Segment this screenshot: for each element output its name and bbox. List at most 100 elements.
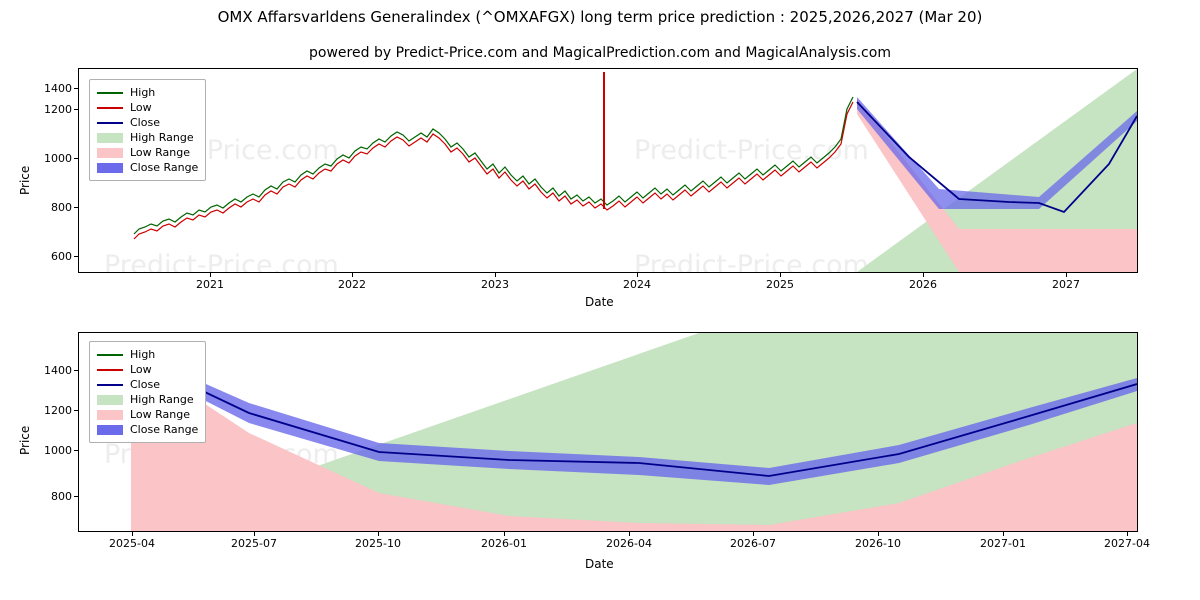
legend-item-high: High xyxy=(97,85,198,100)
bottom-xtick-2025-04: 2025-04 xyxy=(109,537,155,550)
legend-swatch-low xyxy=(97,364,123,375)
bottom-xtickmark-3 xyxy=(378,532,379,536)
bottom-ytickmark-1000 xyxy=(74,450,78,451)
legend-label-low-range: Low Range xyxy=(130,146,191,159)
legend-swatch-close-range xyxy=(97,424,123,435)
top-xtickmark-2025 xyxy=(780,273,781,277)
top-ytickmark-800 xyxy=(74,207,78,208)
chart-title: OMX Affarsvarldens Generalindex (^OMXAFG… xyxy=(217,8,983,26)
bottom-xtickmark-6 xyxy=(753,532,754,536)
legend-item-low: Low xyxy=(97,362,198,377)
bottom-xtick-2026-01: 2026-01 xyxy=(481,537,527,550)
legend-label-high: High xyxy=(130,348,156,361)
top-xtickmark-2023 xyxy=(495,273,496,277)
bottom-ytickmark-1200 xyxy=(74,410,78,411)
legend-item-high-range: High Range xyxy=(97,130,198,145)
bottom-xtickmark-1 xyxy=(132,532,133,536)
legend-label-close: Close xyxy=(130,378,160,391)
legend-swatch-high xyxy=(97,87,123,98)
bottom-ytick-800: 800 xyxy=(51,490,72,503)
top-ytickmark-1200 xyxy=(74,109,78,110)
top-xtick-2026: 2026 xyxy=(909,278,937,291)
bottom-xtickmark-4 xyxy=(504,532,505,536)
legend-label-high-range: High Range xyxy=(130,393,194,406)
top-ytick-600: 600 xyxy=(51,250,72,263)
legend-label-low: Low xyxy=(130,363,152,376)
top-xtick-2023: 2023 xyxy=(481,278,509,291)
top-ytick-1400: 1400 xyxy=(44,82,72,95)
bottom-xtickmark-5 xyxy=(629,532,630,536)
top-ytick-1000: 1000 xyxy=(44,152,72,165)
bottom-xtick-2025-07: 2025-07 xyxy=(231,537,277,550)
legend-label-close: Close xyxy=(130,116,160,129)
top-xtickmark-2024 xyxy=(637,273,638,277)
legend-item-low: Low xyxy=(97,100,198,115)
top-ylabel: Price xyxy=(18,165,32,195)
legend-label-low-range: Low Range xyxy=(130,408,191,421)
top-xtick-2021: 2021 xyxy=(196,278,224,291)
legend-item-close: Close xyxy=(97,115,198,130)
bottom-xtickmark-8 xyxy=(1003,532,1004,536)
bottom-ytick-1400: 1400 xyxy=(44,364,72,377)
legend-label-high-range: High Range xyxy=(130,131,194,144)
bottom-ytick-1200: 1200 xyxy=(44,404,72,417)
top-xtick-2027: 2027 xyxy=(1052,278,1080,291)
bottom-xtick-2027-01: 2027-01 xyxy=(980,537,1026,550)
bottom-chart-legend: High Low Close High Range Low Range Clos… xyxy=(89,341,207,443)
bottom-xtick-2026-04: 2026-04 xyxy=(606,537,652,550)
legend-swatch-low xyxy=(97,102,123,113)
legend-item-close-range: Close Range xyxy=(97,422,198,437)
top-xtickmark-2022 xyxy=(352,273,353,277)
bottom-ytick-1000: 1000 xyxy=(44,444,72,457)
legend-swatch-close-range xyxy=(97,162,123,173)
bottom-xlabel: Date xyxy=(585,557,614,571)
legend-swatch-low-range xyxy=(97,147,123,158)
bottom-ytickmark-800 xyxy=(74,496,78,497)
legend-label-low: Low xyxy=(130,101,152,114)
top-xtick-2025: 2025 xyxy=(766,278,794,291)
legend-item-close-range: Close Range xyxy=(97,160,198,175)
bottom-xtickmark-7 xyxy=(878,532,879,536)
legend-label-high: High xyxy=(130,86,156,99)
top-ytickmark-1000 xyxy=(74,158,78,159)
legend-swatch-high-range xyxy=(97,132,123,143)
bottom-chart-axes: Predict-Price.com Predict-Price.com High… xyxy=(78,332,1138,532)
legend-item-high-range: High Range xyxy=(97,392,198,407)
legend-swatch-close xyxy=(97,379,123,390)
top-xtickmark-2027 xyxy=(1066,273,1067,277)
legend-label-close-range: Close Range xyxy=(130,423,199,436)
bottom-ytickmark-1400 xyxy=(74,370,78,371)
legend-item-close: Close xyxy=(97,377,198,392)
top-xtick-2022: 2022 xyxy=(338,278,366,291)
top-xtickmark-2026 xyxy=(923,273,924,277)
legend-label-close-range: Close Range xyxy=(130,161,199,174)
legend-item-high: High xyxy=(97,347,198,362)
legend-item-low-range: Low Range xyxy=(97,145,198,160)
top-ytick-1200: 1200 xyxy=(44,103,72,116)
bottom-chart-plot: Predict-Price.com Predict-Price.com xyxy=(104,333,1137,531)
bottom-xtickmark-9 xyxy=(1127,532,1128,536)
svg-text:Predict-Price.com: Predict-Price.com xyxy=(634,135,869,166)
top-chart-legend: High Low Close High Range Low Range Clos… xyxy=(89,79,207,181)
bottom-xtick-2026-07: 2026-07 xyxy=(730,537,776,550)
chart-subtitle: powered by Predict-Price.com and Magical… xyxy=(309,45,891,61)
bottom-xtick-2025-10: 2025-10 xyxy=(355,537,401,550)
legend-swatch-low-range xyxy=(97,409,123,420)
top-ytickmark-600 xyxy=(74,256,78,257)
bottom-ylabel: Price xyxy=(18,425,32,455)
svg-text:Predict-Price.com: Predict-Price.com xyxy=(634,250,869,272)
bottom-xtick-2027-04: 2027-04 xyxy=(1104,537,1150,550)
top-xlabel: Date xyxy=(585,295,614,309)
top-xtickmark-2021 xyxy=(210,273,211,277)
bottom-xtick-2026-10: 2026-10 xyxy=(855,537,901,550)
legend-swatch-high-range xyxy=(97,394,123,405)
legend-swatch-high xyxy=(97,349,123,360)
top-xtick-2024: 2024 xyxy=(623,278,651,291)
top-ytick-800: 800 xyxy=(51,201,72,214)
bottom-xtickmark-2 xyxy=(254,532,255,536)
svg-text:Predict-Price.com: Predict-Price.com xyxy=(104,250,339,272)
top-chart-axes: Predict-Price.com Predict-Price.com Pred… xyxy=(78,68,1138,273)
top-chart-plot: Predict-Price.com Predict-Price.com Pred… xyxy=(104,69,1137,272)
top-ytickmark-1400 xyxy=(74,88,78,89)
